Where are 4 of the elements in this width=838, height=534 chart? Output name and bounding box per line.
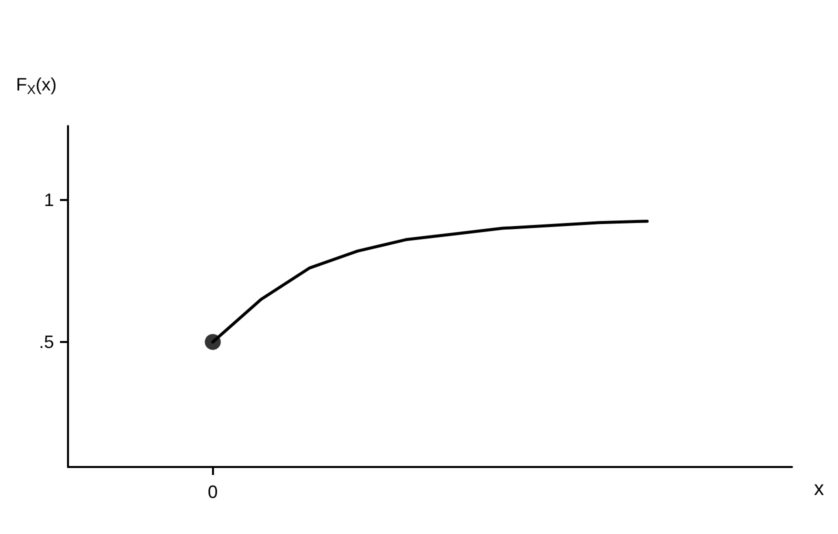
y-tick-label: 1 xyxy=(44,190,54,210)
x-axis-title: x xyxy=(814,478,824,500)
x-tick-label: 0 xyxy=(208,482,218,502)
y-tick-label: .5 xyxy=(38,332,54,352)
